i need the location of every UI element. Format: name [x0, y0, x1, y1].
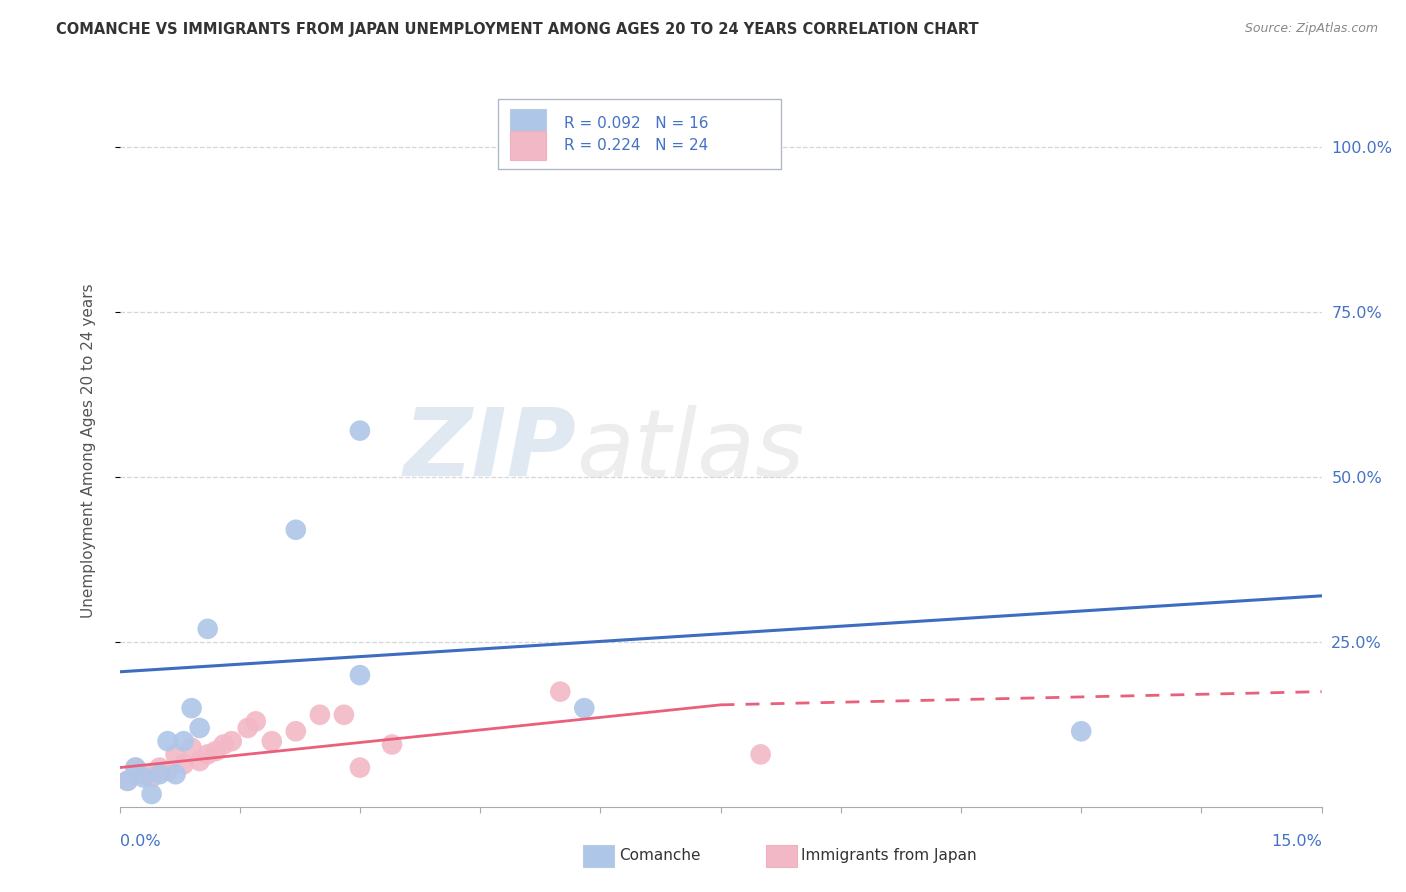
Point: [165, 747, 187, 762]
Point: [221, 734, 243, 748]
Point: [236, 721, 259, 735]
Point: [149, 761, 172, 775]
FancyBboxPatch shape: [498, 99, 780, 169]
Point: [156, 764, 179, 778]
Text: R = 0.092   N = 16: R = 0.092 N = 16: [564, 116, 709, 131]
Point: [173, 734, 195, 748]
Point: [132, 767, 155, 781]
Point: [574, 701, 596, 715]
Point: [117, 773, 139, 788]
Point: [260, 734, 283, 748]
Point: [124, 761, 146, 775]
Point: [349, 761, 371, 775]
Point: [141, 787, 163, 801]
Text: R = 0.224   N = 24: R = 0.224 N = 24: [564, 138, 709, 153]
Point: [165, 767, 187, 781]
Point: [749, 747, 772, 762]
Text: 0.0%: 0.0%: [120, 834, 160, 849]
Point: [141, 771, 163, 785]
Bar: [510, 110, 547, 138]
Point: [381, 738, 404, 752]
Text: Source: ZipAtlas.com: Source: ZipAtlas.com: [1244, 22, 1378, 36]
Point: [197, 622, 219, 636]
Y-axis label: Unemployment Among Ages 20 to 24 years: Unemployment Among Ages 20 to 24 years: [82, 283, 96, 618]
Point: [349, 668, 371, 682]
Text: atlas: atlas: [576, 405, 804, 496]
Point: [349, 424, 371, 438]
Text: Comanche: Comanche: [619, 848, 700, 863]
Point: [188, 721, 211, 735]
Point: [149, 767, 172, 781]
Point: [245, 714, 267, 729]
Bar: [510, 131, 547, 160]
Point: [132, 771, 155, 785]
Point: [333, 707, 356, 722]
Point: [197, 747, 219, 762]
Point: [284, 724, 307, 739]
Text: COMANCHE VS IMMIGRANTS FROM JAPAN UNEMPLOYMENT AMONG AGES 20 TO 24 YEARS CORRELA: COMANCHE VS IMMIGRANTS FROM JAPAN UNEMPL…: [56, 22, 979, 37]
Point: [309, 707, 332, 722]
Point: [204, 744, 226, 758]
Text: ZIP: ZIP: [404, 404, 576, 497]
Point: [124, 761, 146, 775]
Point: [550, 684, 572, 698]
Point: [173, 757, 195, 772]
Point: [117, 773, 139, 788]
Text: 15.0%: 15.0%: [1271, 834, 1322, 849]
Text: Immigrants from Japan: Immigrants from Japan: [801, 848, 977, 863]
Point: [212, 738, 235, 752]
Point: [284, 523, 307, 537]
Point: [1070, 724, 1092, 739]
Point: [156, 734, 179, 748]
Point: [180, 701, 202, 715]
Point: [188, 754, 211, 768]
Point: [180, 740, 202, 755]
